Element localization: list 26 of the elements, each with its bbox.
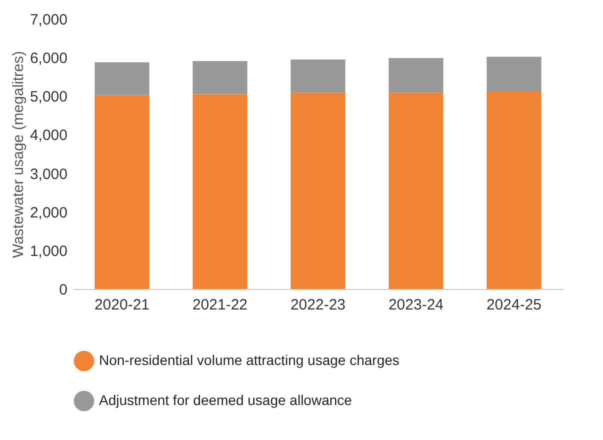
y-tick-label: 1,000 xyxy=(30,242,68,260)
bar xyxy=(388,92,444,289)
y-tick-label: 2,000 xyxy=(30,204,68,222)
bar xyxy=(94,62,150,96)
x-tick-label: 2023-24 xyxy=(388,296,444,314)
bar xyxy=(486,56,542,92)
legend-label: Adjustment for deemed usage allowance xyxy=(99,392,352,408)
y-tick-label: 3,000 xyxy=(30,166,68,183)
bar xyxy=(192,94,248,289)
bar xyxy=(388,58,444,93)
bar xyxy=(290,60,346,93)
y-tick-label: 6,000 xyxy=(30,50,68,68)
y-tick-label: 0 xyxy=(59,282,68,298)
bar xyxy=(94,95,150,289)
x-tick-label: 2020-21 xyxy=(94,296,150,314)
bar xyxy=(192,61,248,94)
y-tick-label: 7,000 xyxy=(30,12,68,28)
y-tick-label: 5,000 xyxy=(30,88,68,106)
x-tick-label: 2022-23 xyxy=(290,296,346,314)
y-axis-title: Wastewater usage (megalitres) xyxy=(10,50,27,258)
x-tick-label: 2024-25 xyxy=(486,296,542,314)
y-tick-label: 4,000 xyxy=(30,127,68,144)
bar xyxy=(290,92,346,289)
legend-label: Non-residential volume attracting usage charges xyxy=(99,352,400,368)
x-tick-label: 2021-22 xyxy=(192,296,248,314)
bar xyxy=(486,92,542,289)
